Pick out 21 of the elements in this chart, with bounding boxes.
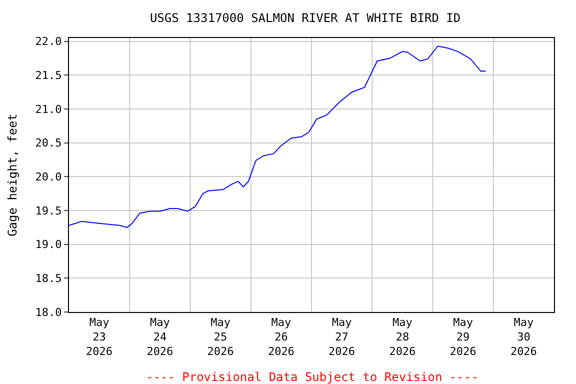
- x-tick-label: May 27 2026: [328, 316, 356, 358]
- y-axis-title: Gage height, feet: [6, 114, 20, 236]
- x-tick-label: May 23 2026: [86, 316, 113, 358]
- y-tick-label: 19.0: [35, 238, 62, 252]
- y-tick-label: 21.0: [35, 102, 62, 116]
- y-tick-label: 20.5: [35, 136, 62, 150]
- x-tick-label: May 28 2026: [389, 316, 416, 358]
- line-series: [69, 46, 486, 228]
- x-tick-label: May 29 2026: [450, 316, 476, 358]
- y-tick-label: 22.0: [35, 35, 62, 48]
- chart-title: USGS 13317000 SALMON RIVER AT WHITE BIRD ID: [150, 10, 461, 25]
- x-tick-label: May 26 2026: [268, 316, 294, 358]
- y-tick-label: 18.0: [35, 306, 62, 319]
- y-tick-label: 18.5: [35, 272, 62, 286]
- x-tick-label: May 24 2026: [146, 316, 174, 358]
- y-tick-label: 19.5: [35, 204, 62, 218]
- x-tick-label: May 30 2026: [510, 316, 537, 358]
- x-tick-label: May 25 2026: [207, 316, 234, 358]
- text: ---- Provisional Data Subject to Revision ----: [146, 370, 478, 384]
- y-tick-label: 21.5: [35, 69, 62, 82]
- y-tick-label: 20.0: [35, 170, 62, 184]
